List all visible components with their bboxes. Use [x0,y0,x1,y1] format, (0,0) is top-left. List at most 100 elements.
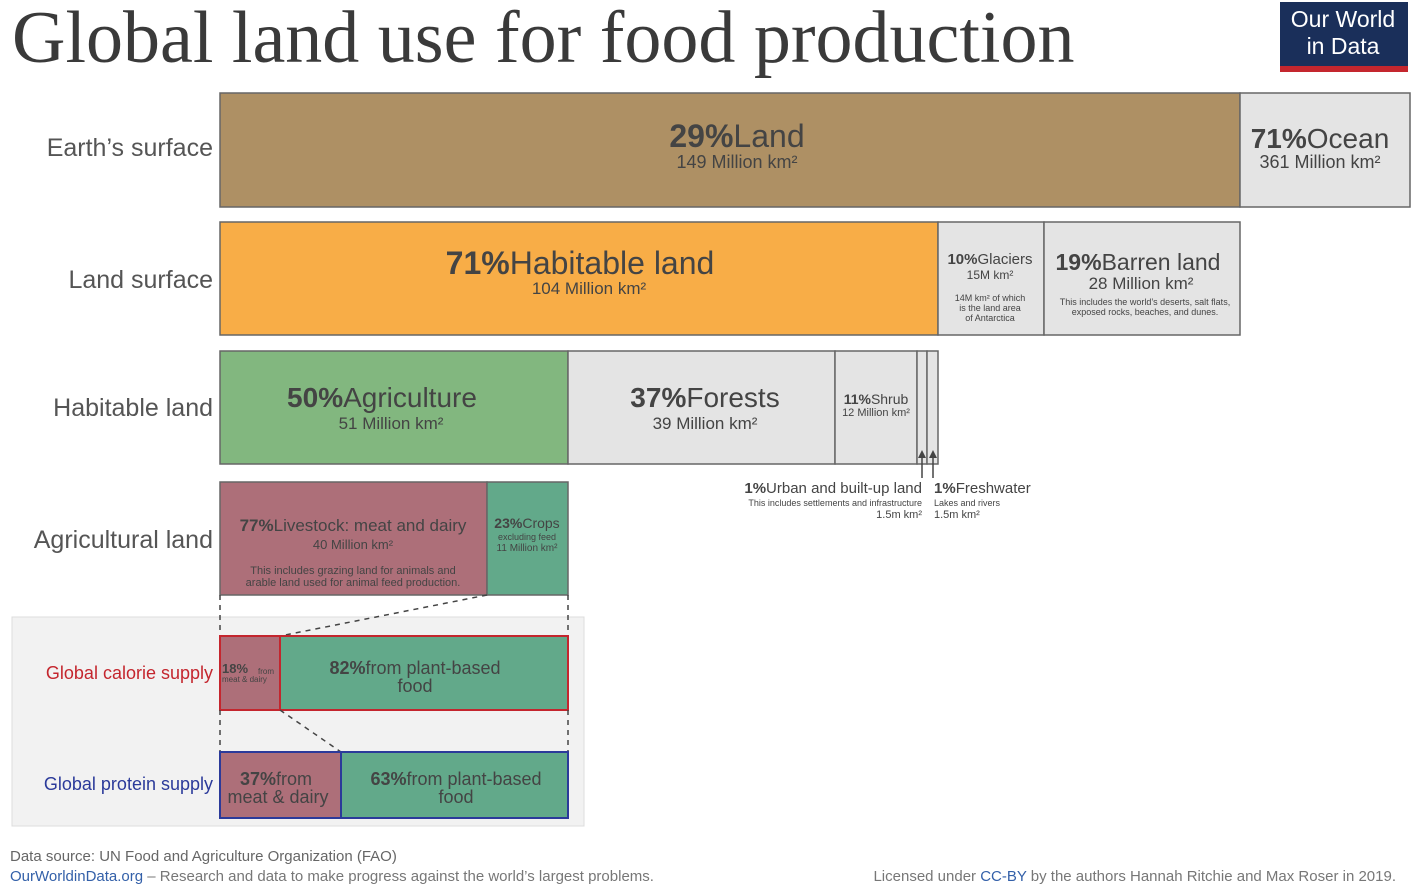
text-part: 37% [630,382,686,413]
text-part: Ocean [1307,123,1390,154]
text-part: food [397,676,432,696]
text-part: 11% [844,391,872,407]
text-part: arable land used for animal feed product… [246,577,461,589]
text-part[interactable]: OurWorldinData.org [10,868,143,885]
text-part: Agriculture [343,382,477,413]
segment-title: 63%from plant-based [370,769,541,789]
segment [834,350,918,465]
segment [937,221,1045,336]
segment-note: excluding feed [498,532,556,542]
text-part: by the authors Hannah Ritchie and Max Ro… [1027,868,1396,885]
text-part: from plant-based [406,769,541,789]
text-part[interactable]: CC-BY [980,868,1027,885]
text-part: 19% [1056,249,1102,275]
logo-text: Our World [1291,6,1395,32]
segment [1239,92,1411,208]
segment-title: food [397,676,432,696]
text-part: 63% [370,769,406,789]
segment-title: 18% [222,661,248,676]
text-part: This includes grazing land for animals a… [250,565,455,577]
segment-title: 82%from plant-based [329,658,500,678]
segment-note: This includes grazing land for animals a… [250,565,455,577]
text-part: 29% [669,118,733,154]
title: Global land use for food production [12,0,1075,79]
segment [219,350,569,465]
text-part: is the land area [959,303,1021,313]
segment-size: 15M km² [967,268,1014,282]
callout-note: Lakes and rivers [934,498,1001,508]
callout-size: 1.5m km² [934,509,980,521]
segment [916,350,928,465]
segment-title: 23%Crops [494,515,559,531]
segment [219,751,342,819]
callout-title: 1%Freshwater [934,480,1031,497]
text-part: from plant-based [365,658,500,678]
segment-note: exposed rocks, beaches, and dunes. [1072,307,1219,317]
text-part: 23% [494,515,523,531]
segment-size: 361 Million km² [1259,152,1380,172]
text-part: Crops [522,515,559,531]
text-part: 28 Million km² [1089,274,1194,293]
segment [219,481,488,596]
segment-size: 51 Million km² [339,414,444,433]
text-part: Habitable land [53,394,213,422]
text-part: 1% [744,480,766,497]
text-part: Earth’s surface [47,134,213,162]
segment-note: of Antarctica [965,313,1015,323]
segment [567,350,836,465]
logo-box [1280,2,1408,72]
text-part: Global calorie supply [46,663,213,683]
text-part: exposed rocks, beaches, and dunes. [1072,307,1219,317]
text-part: meat & dairy [227,787,328,807]
text-part: food [438,787,473,807]
segment-title: 37%Forests [630,382,779,413]
connector [279,709,342,753]
text-part: 11 Million km² [497,543,559,554]
source: Data source: UN Food and Agriculture Org… [10,848,397,865]
text-part: Land [733,118,804,154]
segment [486,481,569,596]
row-label: Habitable land [53,394,213,422]
segment-title: 71%Habitable land [446,245,715,281]
text-part: This includes the world’s deserts, salt … [1060,297,1230,307]
text-part: Shrub [871,391,909,407]
text-part: 12 Million km² [842,407,910,419]
segment [1043,221,1241,336]
text-part: 77% [240,516,274,535]
row-label: Agricultural land [34,526,213,554]
row-label: Global protein supply [44,774,213,794]
segment-title: 11%Shrub [844,391,909,407]
callout-note: This includes settlements and infrastruc… [748,498,922,508]
segment-title: from [258,667,274,676]
text-part: 50% [287,382,343,413]
segment-title: 77%Livestock: meat and dairy [240,516,467,535]
segment-size: 28 Million km² [1089,274,1194,293]
text-part: 1% [934,480,956,497]
segment-note: 14M km² of which [955,293,1026,303]
segment-title: 50%Agriculture [287,382,477,413]
text-part: of Antarctica [965,313,1015,323]
logo-bar [1280,66,1408,72]
callout-size: 1.5m km² [876,509,922,521]
license: Licensed under CC-BY by the authors Hann… [873,868,1396,885]
text-part: 1.5m km² [876,509,922,521]
segment-title: 71%Ocean [1251,123,1390,154]
segment-title: 29%Land [669,118,804,154]
text-part: Licensed under [873,868,980,885]
text-part: Agricultural land [34,526,213,554]
text-part: Lakes and rivers [934,498,1001,508]
segment-size: 12 Million km² [842,407,910,419]
text-part: 37% [240,769,276,789]
segment [340,751,569,819]
segment [219,221,939,336]
text-part: 71% [446,245,510,281]
text-part: excluding feed [498,532,556,542]
text-part: Global protein supply [44,774,213,794]
segment-note: arable land used for animal feed product… [246,577,461,589]
text-part: Habitable land [510,245,715,281]
text-part: 104 Million km² [532,279,647,298]
segment-title: 37%from [240,769,312,789]
text-part: 14M km² of which [955,293,1026,303]
